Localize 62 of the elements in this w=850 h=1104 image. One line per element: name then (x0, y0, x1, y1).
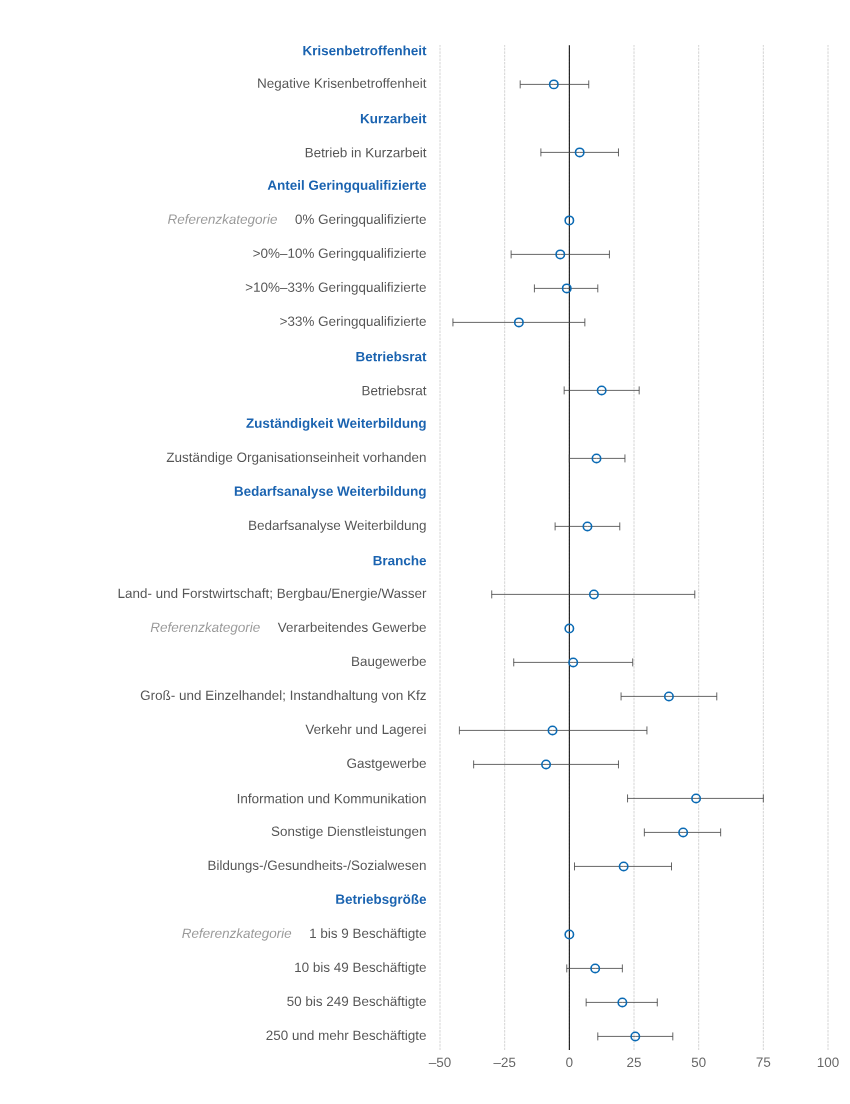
y-tick-label: Baugewerbe (352, 656, 426, 669)
y-tick-label: Betrieb in Kurzarbeit (305, 147, 427, 158)
point (630, 1031, 641, 1042)
y-tick-label: 0% Geringqualifizierte (295, 214, 426, 227)
point (564, 215, 575, 226)
x-tick-label: 0 (566, 1057, 573, 1068)
y-tick-label: Anteil Geringqualifizierte (267, 180, 427, 193)
y-tick-label: Betriebsrat (356, 351, 427, 362)
point (617, 997, 628, 1008)
y-tick-label: Krisenbetroffenheit (303, 45, 427, 56)
y-tick-label: Information und Kommunikation (237, 793, 426, 804)
point (561, 283, 572, 294)
y-tick-label: 50 bis 249 Beschäftigte (287, 996, 426, 1009)
point (618, 861, 629, 872)
y-tick-label: Land- und Forstwirtschaft; Bergbau/Energie/Wasser (118, 588, 427, 601)
y-tick-label: Groß- und Einzelhandel; Instandhaltung von Kfz (140, 690, 426, 703)
x-tick-label: 50 (691, 1057, 706, 1068)
point (548, 79, 559, 90)
y-tick-label: Verarbeitendes Gewerbe (277, 622, 426, 633)
point (663, 691, 674, 702)
x-tick-label: 25 (627, 1057, 641, 1068)
y-tick-label: Bildungs-/Gesundheits-/Sozialwesen (208, 860, 426, 873)
y-tick-label: Kurzarbeit (360, 113, 427, 124)
point (564, 623, 575, 634)
point (513, 317, 524, 328)
point (547, 725, 558, 736)
y-tick-label: Bedarfsanalyse Weiterbildung (249, 520, 426, 533)
text: Referenzkategorie (150, 622, 260, 635)
y-tick-label: 1 bis 9 Beschäftigte (310, 928, 426, 941)
x-tick-label: –50 (428, 1057, 451, 1068)
text: Referenzkategorie (167, 214, 277, 227)
point (678, 827, 689, 838)
y-tick-label: Negative Krisenbetroffenheit (258, 78, 427, 91)
y-tick-label: Zuständigkeit Weiterbildung (246, 418, 426, 431)
y-tick-label: Sonstige Dienstleistungen (271, 826, 426, 839)
text: Referenzkategorie (182, 928, 292, 941)
point (541, 759, 552, 770)
point (568, 657, 579, 668)
point (691, 793, 702, 804)
y-tick-label: >0%–10% Geringqualifizierte (253, 248, 426, 261)
y-tick-label: 250 und mehr Beschäftigte (266, 1030, 426, 1043)
x-tick-label: 100 (817, 1057, 839, 1068)
x-tick-label: 75 (756, 1057, 771, 1067)
point (555, 249, 566, 260)
y-tick-label: Verkehr und Lagerei (305, 724, 426, 737)
point (564, 929, 575, 940)
y-tick-label: Betriebsrat (362, 385, 427, 396)
y-tick-label: Bedarfsanalyse Weiterbildung (234, 486, 426, 499)
point (582, 521, 593, 532)
point (588, 589, 599, 600)
point (590, 963, 601, 974)
y-tick-label: Betriebsgröße (336, 894, 427, 907)
x-tick-label: –25 (493, 1057, 516, 1068)
y-tick-label: 10 bis 49 Beschäftigte (295, 962, 426, 975)
y-tick-label: Zuständige Organisationseinheit vorhanden (166, 452, 426, 465)
y-tick-label: >33% Geringqualifizierte (280, 316, 426, 329)
y-tick-label: Branche (373, 555, 427, 566)
y-tick-label: >10%–33% Geringqualifizierte (245, 282, 426, 295)
point (596, 385, 607, 396)
point (591, 453, 602, 464)
point (574, 147, 585, 158)
y-tick-label: Gastgewerbe (347, 758, 426, 771)
